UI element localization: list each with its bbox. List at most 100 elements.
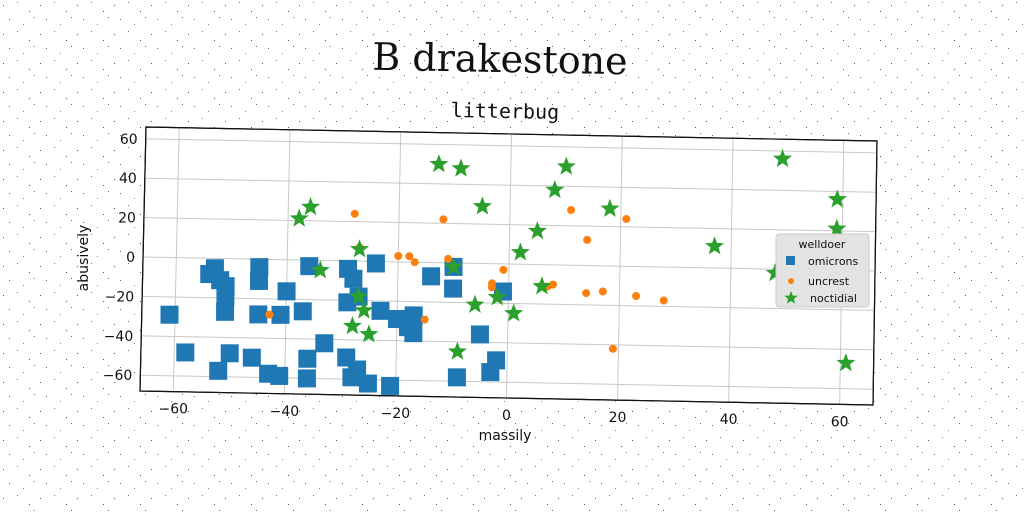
point-uncrest [549, 280, 558, 289]
point-omicrons [358, 374, 377, 393]
y-gridline [141, 335, 874, 351]
series-noctidial [289, 148, 856, 372]
point-uncrest [394, 251, 403, 260]
point-noctidial [472, 196, 492, 215]
legend-square-marker [786, 256, 795, 265]
point-noctidial [342, 316, 362, 335]
x-tick-label: 20 [609, 410, 627, 426]
point-omicrons [300, 257, 319, 276]
point-noctidial [354, 300, 374, 319]
plot-axes: −60 −40 −20 0 20 40 60 −60 −40 −20 0 20 40 60 litterb… [76, 98, 878, 444]
legend-entry-noctidial: noctidial [784, 291, 857, 305]
legend-label-uncrest: uncrest [808, 275, 850, 288]
point-uncrest [632, 292, 641, 301]
point-omicrons [250, 258, 269, 277]
point-omicrons [381, 376, 400, 395]
point-noctidial [600, 198, 620, 217]
y-tick-label: −20 [105, 289, 135, 305]
point-noctidial [350, 239, 370, 258]
point-omicrons [297, 369, 316, 388]
y-axis-label: abusively [76, 225, 92, 292]
point-omicrons [342, 368, 361, 387]
point-noctidial [504, 303, 524, 322]
point-uncrest [499, 265, 508, 274]
y-gridline [142, 295, 875, 311]
point-uncrest [659, 296, 668, 305]
point-uncrest [583, 235, 592, 244]
point-omicrons [371, 301, 390, 320]
point-noctidial [289, 208, 309, 227]
point-omicrons [176, 343, 195, 362]
x-tick-label: −60 [159, 402, 189, 418]
point-omicrons [366, 254, 385, 273]
point-omicrons [344, 269, 363, 288]
data-marks [160, 148, 856, 395]
point-uncrest [350, 209, 359, 218]
y-tick-label: −60 [103, 368, 133, 384]
point-omicrons [249, 305, 268, 324]
y-tick-label: 20 [118, 211, 136, 227]
point-omicrons [337, 348, 356, 367]
point-uncrest [598, 287, 607, 296]
point-omicrons [250, 271, 269, 290]
legend-label-omicrons: omicrons [808, 255, 859, 268]
x-tick-label: −20 [381, 406, 411, 422]
point-noctidial [556, 156, 576, 175]
x-gridline [728, 138, 734, 403]
point-uncrest [420, 315, 429, 324]
legend-entry-uncrest: uncrest [788, 275, 850, 288]
point-uncrest [608, 344, 617, 353]
point-omicrons [209, 361, 228, 380]
point-noctidial [765, 263, 785, 282]
ticks: −60 −40 −20 0 20 40 60 −60 −40 −20 0 20 40 60 [103, 132, 849, 431]
figure-title: B drakestone [372, 35, 628, 83]
x-gridline [283, 129, 291, 394]
point-noctidial [836, 353, 856, 372]
y-tick-label: −40 [104, 329, 134, 345]
x-tick-label: 0 [502, 408, 511, 424]
point-noctidial [301, 197, 320, 216]
legend-circle-marker [788, 278, 794, 284]
point-uncrest [265, 310, 274, 319]
point-omicrons [220, 344, 239, 363]
legend-entry-omicrons: omicrons [786, 255, 859, 268]
point-omicrons [216, 302, 235, 321]
point-omicrons [444, 279, 463, 298]
point-uncrest [439, 215, 448, 224]
point-omicrons [470, 325, 489, 344]
x-tick-label: −40 [270, 404, 300, 420]
x-axis-label: massily [479, 428, 532, 444]
plot-frame [139, 126, 878, 406]
series-omicrons [160, 254, 512, 395]
y-tick-label: 40 [119, 171, 137, 187]
point-uncrest [567, 206, 576, 215]
x-tick-label: 60 [831, 414, 849, 430]
point-noctidial [527, 221, 547, 240]
point-noctidial [545, 180, 565, 199]
legend-star-marker [784, 291, 798, 304]
x-gridline [506, 133, 512, 399]
y-tick-label: 60 [120, 132, 138, 148]
legend: welldoer omicrons uncrest noctidial [775, 233, 870, 308]
point-noctidial [429, 154, 449, 173]
point-uncrest [410, 258, 419, 267]
y-gridline [143, 217, 876, 233]
point-noctidial [310, 260, 330, 279]
point-uncrest [405, 252, 414, 261]
legend-label-noctidial: noctidial [810, 292, 857, 305]
point-noctidial [827, 189, 847, 208]
point-omicrons [259, 364, 278, 383]
point-noctidial [451, 158, 471, 177]
legend-box [775, 233, 870, 308]
point-noctidial [359, 324, 379, 343]
point-uncrest [444, 254, 453, 263]
point-omicrons [404, 324, 423, 343]
axes-title: litterbug [451, 98, 560, 124]
point-noctidial [447, 341, 467, 360]
point-uncrest [487, 283, 496, 292]
point-omicrons [160, 305, 179, 324]
point-uncrest [622, 214, 631, 223]
point-omicrons [271, 305, 290, 324]
point-omicrons [293, 302, 312, 321]
